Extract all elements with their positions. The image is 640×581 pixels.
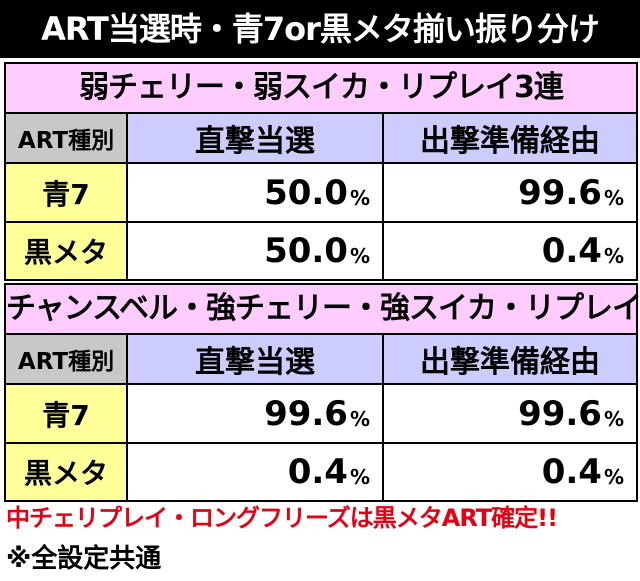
value: 99.6: [264, 393, 348, 434]
header-cell: 直撃当選: [128, 335, 384, 383]
value-cell: 0.4%: [128, 444, 384, 500]
header-cell: ART種別: [6, 335, 128, 383]
header-cell: 出撃準備経由: [384, 335, 636, 383]
title: ART当選時・青7or黒メタ揃い振り分け: [0, 0, 640, 58]
unit: %: [603, 406, 624, 431]
header-row: ART種別 直撃当選 出撃準備経由: [6, 114, 636, 164]
unit: %: [349, 185, 370, 210]
table-caption: チャンスベル・強チェリー・強スイカ・リプレイ4連: [6, 285, 640, 335]
value: 0.4: [541, 231, 602, 271]
table: チャンスベル・強チェリー・強スイカ・リプレイ4連 ART種別 直撃当選 出撃準備経由青…: [4, 283, 640, 502]
row-label: 青7: [6, 385, 128, 442]
value: 99.6: [518, 393, 602, 434]
value-cell: 50.0%: [128, 164, 384, 221]
unit: %: [349, 406, 370, 431]
table-caption: 弱チェリー・弱スイカ・リプレイ3連: [6, 64, 636, 114]
unit: %: [603, 244, 624, 268]
row-label: 黒メタ: [6, 444, 128, 500]
header-row: ART種別 直撃当選 出撃準備経由: [6, 335, 636, 385]
note: 中チェリプレイ・ロングフリーズは黒メタART確定!!: [6, 504, 558, 532]
note: ※全設定共通: [6, 544, 162, 574]
unit: %: [603, 465, 624, 489]
value-cell: 99.6%: [384, 385, 636, 442]
value-cell: 99.6%: [384, 164, 636, 221]
header-cell: ART種別: [6, 114, 128, 162]
data-row: 青7 50.0% 99.6%: [6, 164, 636, 223]
data-row: 黒メタ 50.0% 0.4%: [6, 223, 636, 279]
value: 0.4: [541, 452, 602, 492]
unit: %: [603, 185, 624, 210]
row-label: 黒メタ: [6, 223, 128, 279]
unit: %: [349, 244, 370, 268]
header-cell: 直撃当選: [128, 114, 384, 162]
value: 0.4: [287, 452, 348, 492]
value: 50.0: [264, 172, 348, 213]
value: 50.0: [264, 231, 348, 271]
table: 弱チェリー・弱スイカ・リプレイ3連 ART種別 直撃当選 出撃準備経由 青7 50.0% 9…: [4, 62, 638, 281]
value-cell: 0.4%: [384, 444, 636, 500]
data-row: 黒メタ 0.4% 0.4%: [6, 444, 636, 500]
value-cell: 0.4%: [384, 223, 636, 279]
data-row: 青7 99.6% 99.6%: [6, 385, 636, 444]
unit: %: [349, 465, 370, 489]
row-label: 青7: [6, 164, 128, 221]
header-cell: 出撃準備経由: [384, 114, 636, 162]
value-cell: 50.0%: [128, 223, 384, 279]
value: 99.6: [518, 172, 602, 213]
value-cell: 99.6%: [128, 385, 384, 442]
